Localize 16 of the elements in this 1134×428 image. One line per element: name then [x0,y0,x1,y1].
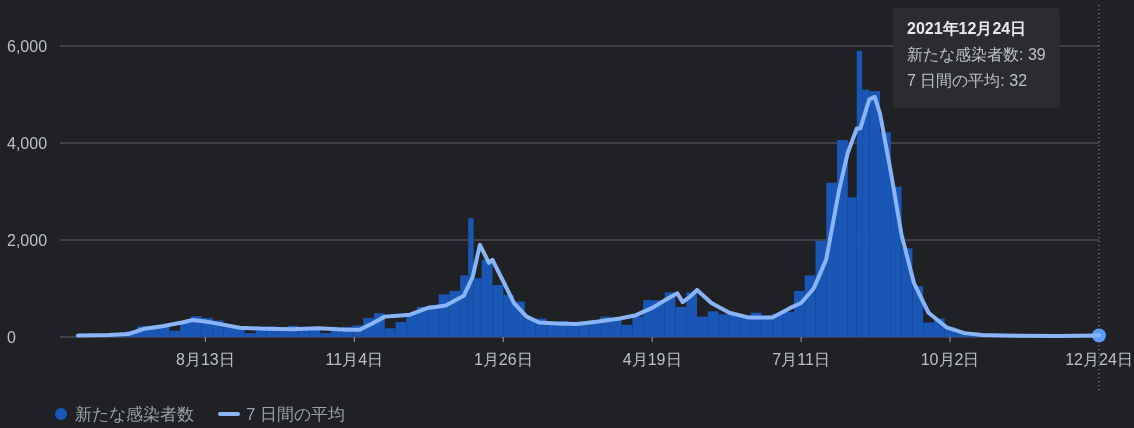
x-tick-label: 12月24日 [1065,351,1133,368]
legend-label: 7 日間の平均 [246,405,346,424]
legend-label: 新たな感染者数 [75,405,194,424]
x-tick-label: 10月2日 [920,351,980,368]
y-tick-label: 2,000 [7,232,48,249]
y-tick-label: 0 [7,329,16,346]
y-tick-label: 4,000 [7,135,48,152]
y-tick-label: 6,000 [7,38,48,55]
x-tick-label: 7月11日 [772,351,830,368]
x-tick-label: 1月26日 [473,351,533,368]
annotation: 新たな感染者数: 39 [907,46,1046,63]
x-tick-label: 11月4日 [325,351,384,368]
x-tick-label: 4月19日 [622,351,682,368]
x-tick-label: 8月13日 [176,351,235,368]
text: 2021年12月24日 [907,20,1027,37]
annotation: 7 日間の平均: 32 [907,72,1028,89]
